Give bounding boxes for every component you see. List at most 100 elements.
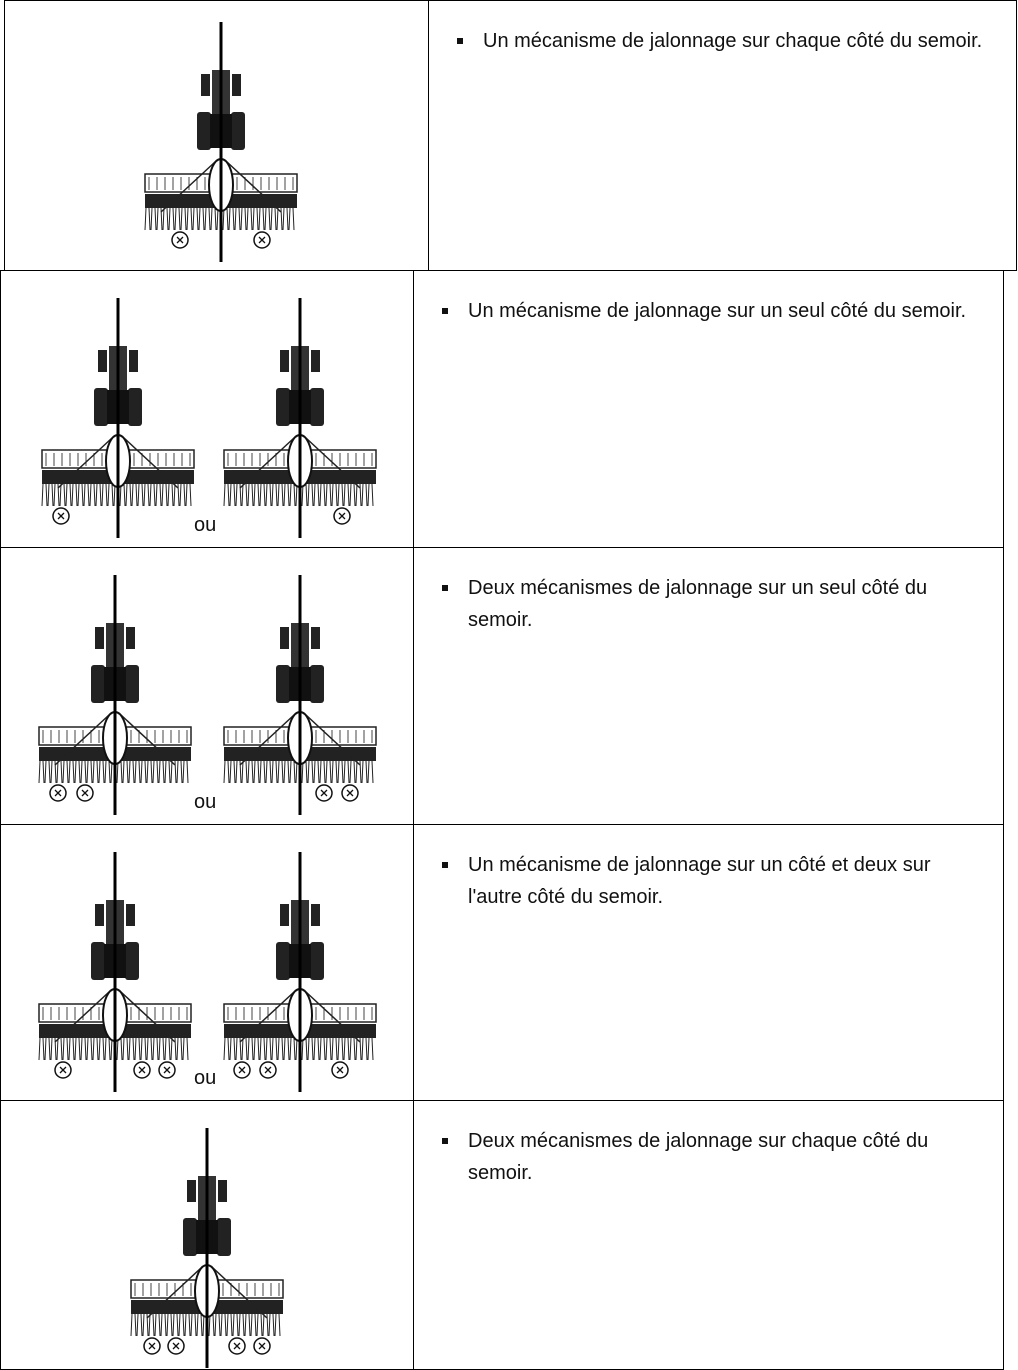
tine [48,760,51,784]
tine [74,1037,77,1061]
tine [167,483,170,507]
tine [42,760,45,784]
tine [176,1313,179,1337]
tine [283,483,286,507]
tine [365,1037,368,1061]
tine [325,1037,328,1061]
tine [361,483,364,507]
tine [75,483,78,507]
tine [184,1313,187,1337]
tine [131,483,134,507]
tine [152,760,155,784]
tine [87,483,90,507]
tine [251,483,254,507]
or-label: ou [194,1067,217,1089]
tine [227,760,230,784]
tine [96,760,99,784]
hitch [239,991,361,1043]
rear-wheel [276,942,290,980]
tine [246,207,249,231]
tine [238,207,241,231]
tine [143,483,146,507]
tine [166,1313,169,1337]
hitch [54,991,176,1043]
tine [335,483,338,507]
marker-x [320,789,328,797]
tine [259,1037,262,1061]
tine [162,207,165,231]
tine [301,483,304,507]
tine [371,1037,374,1061]
tine [196,207,199,231]
tine [180,1037,183,1061]
tine [361,1037,364,1061]
tine [154,207,157,231]
rear-wheel [91,665,105,703]
tine [227,1037,230,1061]
tine [125,483,128,507]
hitch [57,437,179,489]
rear-wheel [197,112,211,150]
tine [129,483,132,507]
tine [258,207,261,231]
tine [355,760,358,784]
tine [104,1037,107,1061]
tine [153,483,156,507]
tine [164,1037,167,1061]
rear-wheel [310,942,324,980]
tine [108,760,111,784]
tine [288,207,291,231]
tine [48,1037,51,1061]
tine [144,207,147,231]
tine [223,483,226,507]
tine [174,207,177,231]
tine [182,1313,185,1337]
front-wheel [126,627,135,649]
tine [224,1313,227,1337]
tine [241,1037,244,1061]
tine [240,207,243,231]
tine [343,483,346,507]
tine [78,1037,81,1061]
rear-wheel [94,388,108,426]
tine [98,760,101,784]
tine [276,207,279,231]
tine [158,1313,161,1337]
tine [244,207,247,231]
tine [95,483,98,507]
tine [50,760,53,784]
rear-wheel [276,388,290,426]
tine [247,483,250,507]
tine [56,760,59,784]
tine [242,1313,245,1337]
tine [263,1037,266,1061]
tine [150,207,153,231]
tine [325,760,328,784]
tine [265,1037,268,1061]
tine [286,207,289,231]
tine [72,760,75,784]
tine [222,207,225,231]
tine [335,1037,338,1061]
tine [247,760,250,784]
tine [248,1313,251,1337]
tine [226,1313,229,1337]
tine [259,483,262,507]
tine [160,1313,163,1337]
tine [233,483,236,507]
tractor-seeder [223,298,377,538]
tine [161,483,164,507]
tine [347,483,350,507]
tine [349,760,352,784]
tine [80,760,83,784]
tine [355,483,358,507]
tine [170,1037,173,1061]
tine [80,1037,83,1061]
tine [126,760,129,784]
front-wheel [95,627,104,649]
tine [176,760,179,784]
tine [331,1037,334,1061]
tine [63,483,66,507]
marker-x [163,1066,171,1074]
